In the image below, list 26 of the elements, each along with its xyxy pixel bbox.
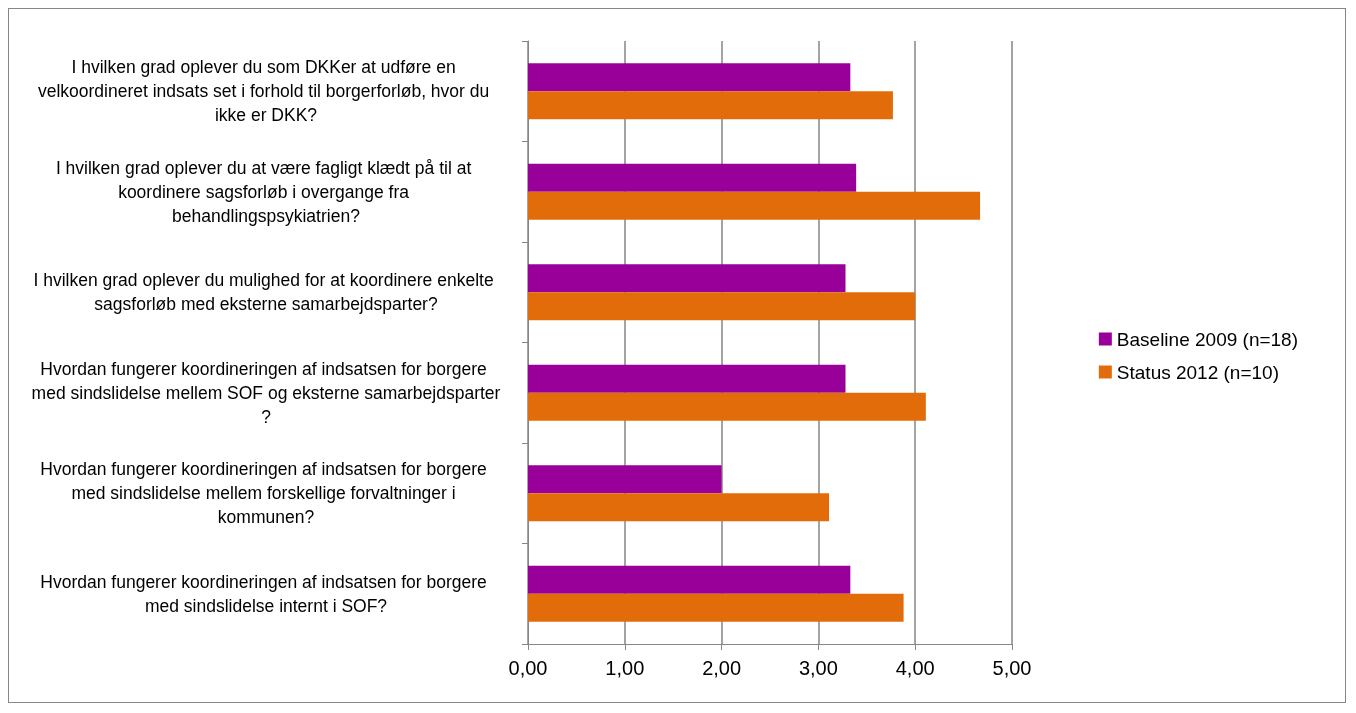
bar <box>528 63 851 92</box>
x-tick-label: 1,00 <box>605 657 645 679</box>
x-tick-label: 3,00 <box>798 657 838 679</box>
bar <box>528 264 846 293</box>
y-tick-label: Hvordan fungerer koordineringen af indsatsen for borgere med sindslidelse mellem SOF og eksterne samarbejdsparter? <box>31 358 501 427</box>
y-tick-label: I hvilken grad oplever du at være fagligt klædt på til at koordinere sagsforløb i overgange fra behandlingspsykiatrien? <box>55 157 477 226</box>
bar <box>528 493 830 522</box>
y-tick-label: I hvilken grad oplever du mulighed for at koordinere enkelte sagsforløb med eksterne samarbejdsparter? <box>33 270 499 315</box>
bar <box>528 593 904 622</box>
bar <box>528 91 893 120</box>
y-tick-label: Hvordan fungerer koordineringen af indsatsen for borgere med sindslidelse mellem forskellige forvaltninger i kommunen? <box>40 459 492 528</box>
bar <box>528 191 981 220</box>
bar <box>528 364 846 393</box>
y-tick-label: Hvordan fungerer koordineringen af indsatsen for borgere med sindslidelse internt i SOF? <box>40 571 492 616</box>
x-tick-label: 5,00 <box>992 657 1032 679</box>
x-tick-label: 4,00 <box>895 657 935 679</box>
bar <box>528 465 722 494</box>
legend-label: Status 2012 (n=10) <box>1116 361 1279 383</box>
y-tick-label: I hvilken grad oplever du som DKKer at udføre en velkoordineret indsats set i forhold til borgerforløb, hvor du ikke er DKK? <box>37 57 495 126</box>
x-tick-label: 0,00 <box>508 657 548 679</box>
bar <box>528 163 857 192</box>
bar <box>528 565 851 594</box>
legend-label: Baseline 2009 (n=18) <box>1116 328 1299 350</box>
bar <box>528 292 916 321</box>
x-tick-label: 2,00 <box>702 657 742 679</box>
bar <box>528 392 926 421</box>
